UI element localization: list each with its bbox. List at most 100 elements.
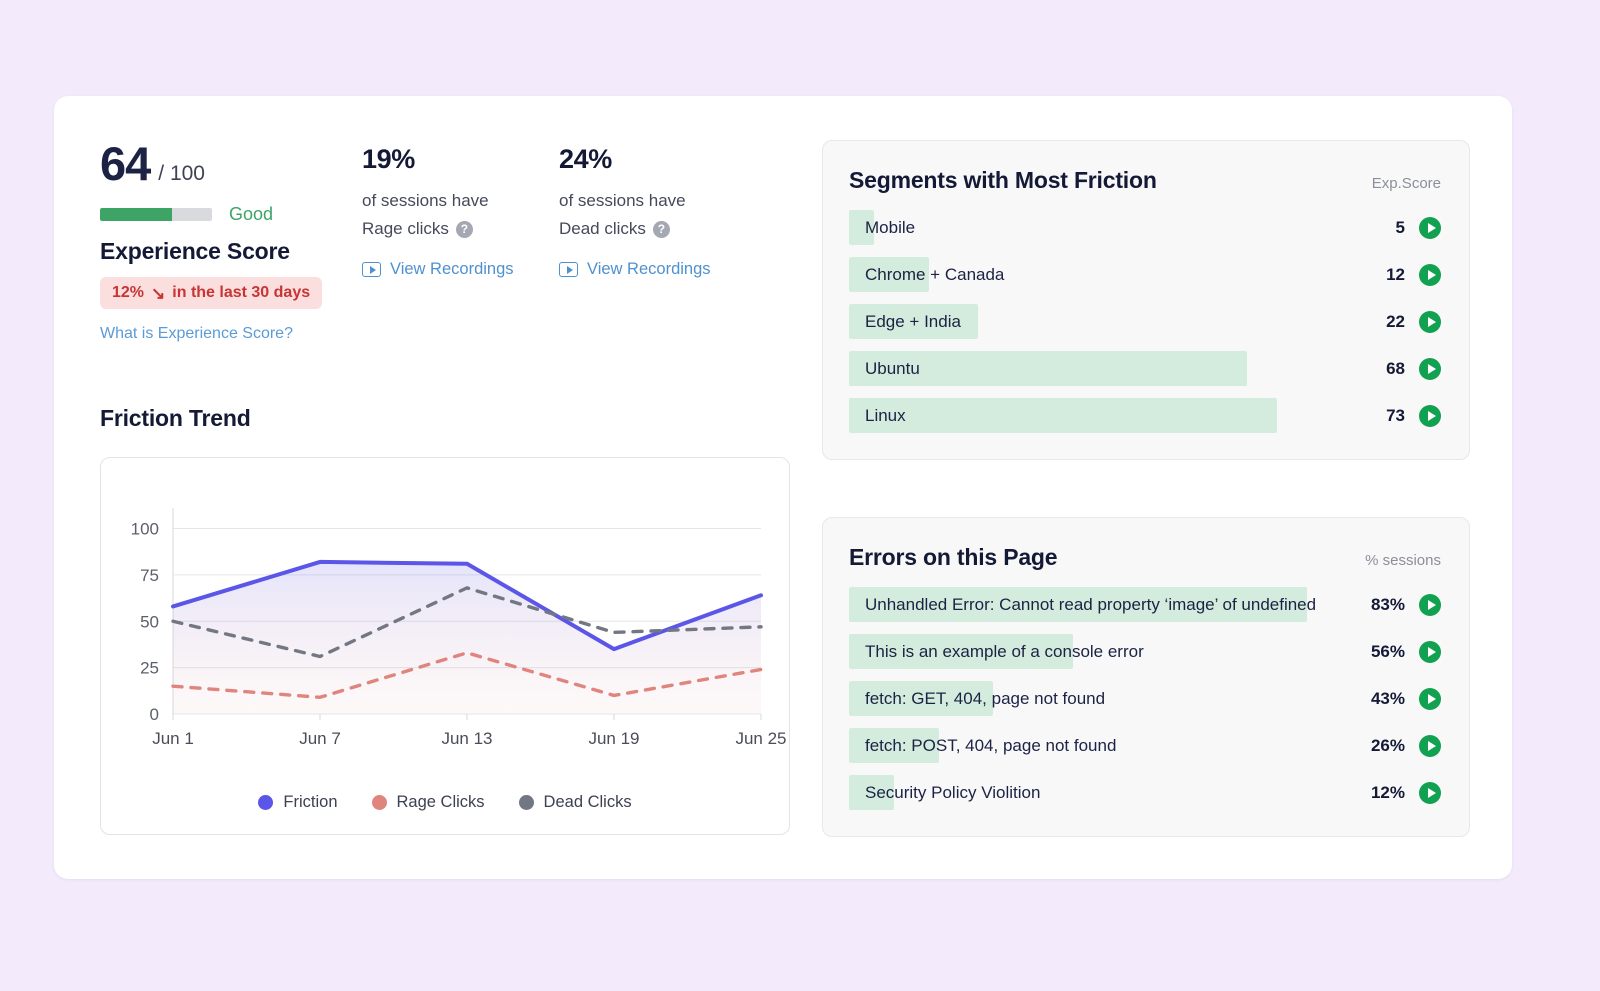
segments-panel-header: Segments with Most Friction Exp.Score [849,167,1441,194]
legend-color-dot [258,795,274,810]
dead-clicks-description: of sessions have Dead clicks ? [559,187,756,243]
y-axis-tick-label: 25 [140,659,159,678]
dead-clicks-line2-row: Dead clicks ? [559,215,756,243]
view-recordings-dead-link[interactable]: View Recordings [559,260,711,279]
legend-label: Friction [283,793,338,811]
friction-trend-chart: 0 25 50 75 100 Jun 1 Jun 7 Jun 13 Jun 19 Jun 25 [131,508,787,748]
row-bar-wrapper: Mobile [849,210,1347,245]
legend-item-friction[interactable]: Friction [258,793,338,812]
row-bar-wrapper: Chrome + Canada [849,257,1347,292]
row-value: 68 [1386,358,1405,378]
row-bar [849,210,874,245]
row-label: Linux [865,405,906,425]
segment-row[interactable]: Chrome + Canada 12 [849,257,1441,292]
row-label: fetch: POST, 404, page not found [865,735,1117,755]
rage-clicks-line2: Rage clicks [362,219,449,239]
experience-score-block: 64 / 100 Good Experience Score 12% ↘ in … [100,140,362,343]
page-title: Experience Score [100,238,290,264]
row-bar [849,681,994,716]
play-recording-icon[interactable] [1419,216,1441,239]
rage-clicks-line2-row: Rage clicks ? [362,215,559,243]
segment-row[interactable]: Linux 73 [849,398,1441,433]
row-bar [849,304,979,339]
legend-item-rage-clicks[interactable]: Rage Clicks [371,793,485,812]
error-row[interactable]: Security Policy Violition 12% [849,775,1441,810]
row-bar-wrapper: Security Policy Violition [849,775,1347,810]
rage-clicks-value: 19% [362,144,415,174]
metric-dead-clicks: 24% of sessions have Dead clicks ? View … [559,140,756,279]
experience-score-value: 64 [100,137,151,190]
error-row[interactable]: Unhandled Error: Cannot read property ‘i… [849,587,1441,622]
legend-item-dead-clicks[interactable]: Dead Clicks [518,793,632,812]
view-recordings-rage-link[interactable]: View Recordings [362,260,514,279]
chart-line-rage-clicks [171,651,763,700]
play-recording-icon[interactable] [1419,357,1441,380]
x-axis-tick-label: Jun 25 [735,729,786,748]
play-recording-icon[interactable] [1419,734,1441,757]
play-recording-icon[interactable] [1419,404,1441,427]
error-row[interactable]: fetch: POST, 404, page not found 26% [849,728,1441,763]
legend-label: Rage Clicks [396,793,485,811]
help-icon[interactable]: ? [652,220,670,238]
view-recordings-rage-label: View Recordings [390,260,514,279]
row-bar [849,351,1248,386]
y-axis-tick-label: 75 [140,566,159,585]
dead-clicks-value: 24% [559,144,612,174]
dead-clicks-line2: Dead clicks [559,219,646,239]
left-column: 64 / 100 Good Experience Score 12% ↘ in … [100,140,820,835]
row-label: Ubuntu [865,358,920,378]
row-value: 12% [1370,782,1405,802]
play-recording-icon[interactable] [1419,640,1441,663]
row-bar [849,257,929,292]
row-label: Edge + India [865,311,961,331]
x-axis-tick-label: Jun 19 [588,729,639,748]
score-bar-row: Good [100,204,362,225]
error-row[interactable]: This is an example of a console error 56% [849,634,1441,669]
help-icon[interactable]: ? [455,220,473,238]
row-bar-wrapper: Unhandled Error: Cannot read property ‘i… [849,587,1347,622]
what-is-experience-score-link[interactable]: What is Experience Score? [100,325,293,342]
play-recording-icon[interactable] [1419,263,1441,286]
play-recording-icon[interactable] [1419,593,1441,616]
row-bar-wrapper: Linux [849,398,1347,433]
segment-row[interactable]: Edge + India 22 [849,304,1441,339]
score-progress-fill [100,208,172,221]
segments-list: Mobile 5 Chrome + Canada 12 Edge + India 22 Ub… [849,210,1441,433]
chart-legend: Friction Rage Clicks Dead Clicks [101,793,789,812]
segment-row[interactable]: Mobile 5 [849,210,1441,245]
errors-panel: Errors on this Page % sessions Unhandled… [822,517,1470,837]
row-bar-wrapper: This is an example of a console error [849,634,1347,669]
segment-row[interactable]: Ubuntu 68 [849,351,1441,386]
play-recording-icon[interactable] [1419,781,1441,804]
friction-trend-chart-card: 0 25 50 75 100 Jun 1 Jun 7 Jun 13 Jun 19 Jun 25 F… [100,457,790,835]
delta-percent: 12% [112,284,145,301]
legend-color-dot [518,795,534,810]
row-label: Unhandled Error: Cannot read property ‘i… [865,594,1317,614]
errors-unit-label: % sessions [1365,552,1441,569]
status-badge: 12% ↘ in the last 30 days [100,277,323,309]
row-value: 83% [1370,594,1405,614]
legend-color-dot [371,795,387,810]
chart-line-friction [171,559,763,652]
row-value: 26% [1370,735,1405,755]
errors-panel-title: Errors on this Page [849,544,1058,570]
row-label: Security Policy Violition [865,782,1041,802]
y-axis-tick-label: 50 [140,612,159,631]
play-video-icon [559,262,578,278]
row-label: This is an example of a console error [865,641,1144,661]
chart-area-friction [173,561,761,714]
score-line: 64 / 100 [100,140,362,187]
row-bar [849,587,1308,622]
row-value: 5 [1395,217,1405,237]
segments-unit-label: Exp.Score [1371,175,1441,192]
row-value: 56% [1370,641,1405,661]
error-row[interactable]: fetch: GET, 404, page not found 43% [849,681,1441,716]
play-recording-icon[interactable] [1419,687,1441,710]
segments-panel-title: Segments with Most Friction [849,167,1157,193]
score-rating-label: Good [229,204,274,224]
play-recording-icon[interactable] [1419,310,1441,333]
play-video-icon [362,262,381,278]
row-bar [849,398,1278,433]
row-value: 43% [1370,688,1405,708]
row-bar [849,728,939,763]
